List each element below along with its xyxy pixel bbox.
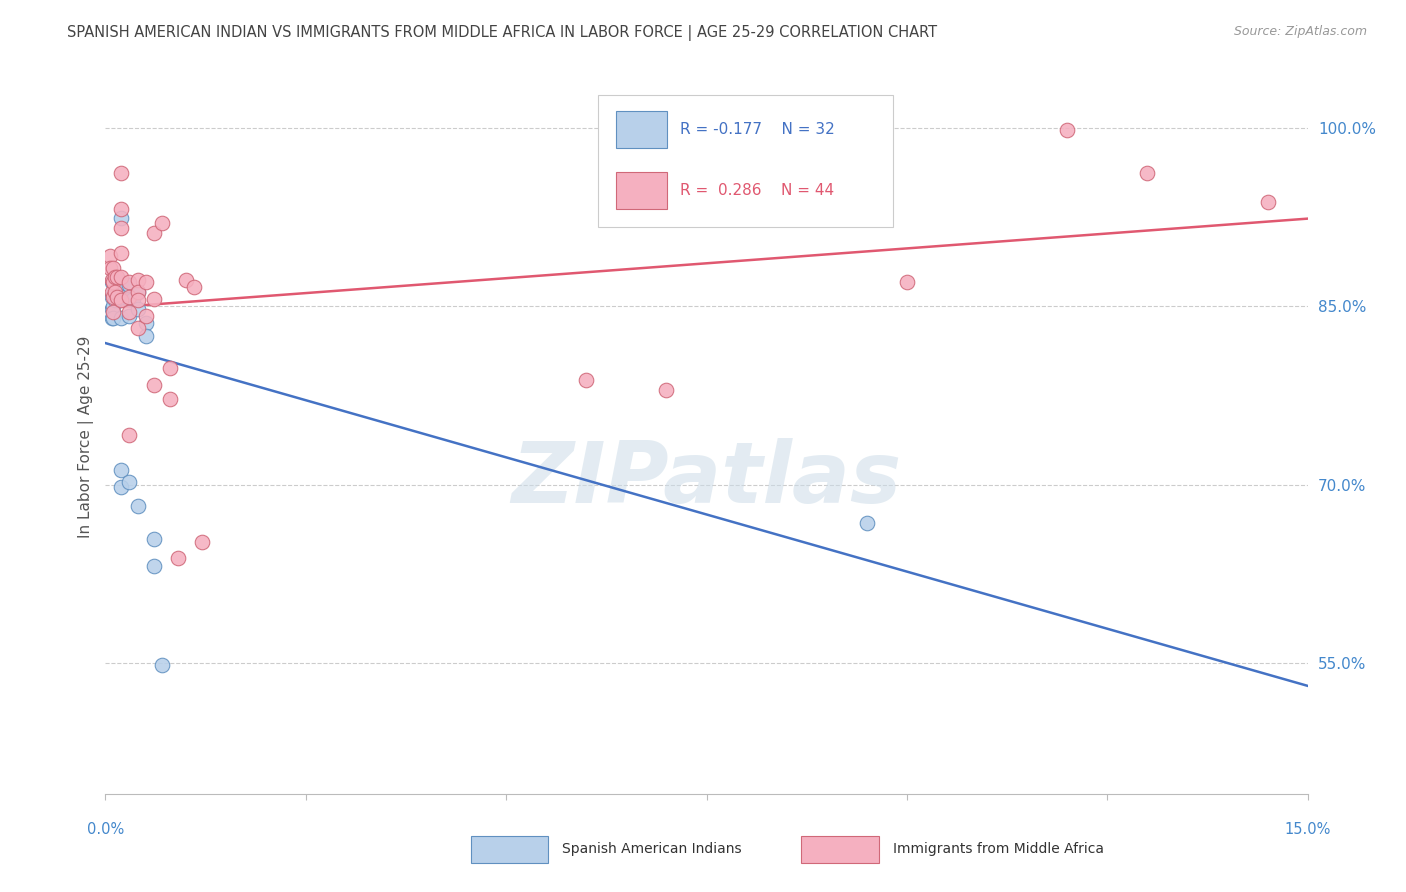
FancyBboxPatch shape [616, 171, 666, 209]
Point [118, 305, 141, 319]
Point [104, 293, 127, 308]
Point [104, 285, 127, 299]
Point [127, 320, 149, 334]
Point [135, 309, 157, 323]
Point [142, 377, 165, 392]
Point [110, 202, 132, 216]
Point [122, 292, 145, 306]
Point [135, 329, 157, 343]
Text: R =  0.286    N = 44: R = 0.286 N = 44 [681, 183, 834, 198]
Point [103, 261, 125, 276]
Text: R = -0.177    N = 32: R = -0.177 N = 32 [681, 122, 835, 137]
Point [101, 311, 124, 326]
Point [118, 475, 141, 490]
Point [118, 427, 141, 442]
Point [1056, 123, 1078, 137]
Point [174, 273, 197, 287]
Point [103, 287, 125, 301]
Point [101, 285, 124, 299]
Point [127, 273, 149, 287]
Point [110, 211, 132, 226]
Point [103, 290, 125, 304]
Text: Source: ZipAtlas.com: Source: ZipAtlas.com [1233, 25, 1367, 38]
Point [142, 226, 165, 240]
Point [101, 301, 124, 316]
Point [127, 285, 149, 299]
Point [135, 276, 157, 290]
Point [110, 220, 132, 235]
Point [103, 276, 125, 290]
Point [127, 285, 149, 299]
Point [110, 166, 132, 180]
Point [107, 290, 129, 304]
Point [110, 293, 132, 308]
Point [655, 383, 678, 397]
Point [150, 216, 173, 230]
Point [118, 309, 141, 323]
Point [166, 551, 188, 566]
Point [98, 261, 121, 276]
Point [127, 301, 149, 316]
Point [127, 499, 149, 513]
Point [183, 280, 205, 294]
Point [101, 276, 124, 290]
Point [855, 516, 877, 530]
Point [118, 290, 141, 304]
Point [103, 273, 125, 287]
Text: Immigrants from Middle Africa: Immigrants from Middle Africa [893, 842, 1104, 856]
Point [118, 277, 141, 292]
Point [110, 311, 132, 326]
Text: 0.0%: 0.0% [87, 822, 124, 837]
Point [107, 269, 129, 284]
Text: ZIPatlas: ZIPatlas [512, 438, 901, 522]
Point [110, 276, 132, 290]
Point [110, 269, 132, 284]
FancyBboxPatch shape [616, 111, 666, 148]
Point [150, 658, 173, 673]
Point [110, 463, 132, 477]
Point [104, 277, 127, 292]
Point [98, 249, 121, 263]
Point [159, 392, 181, 406]
Point [107, 290, 129, 304]
Point [118, 292, 141, 306]
Point [896, 276, 918, 290]
Point [103, 305, 125, 319]
Point [142, 292, 165, 306]
Point [104, 269, 127, 284]
Y-axis label: In Labor Force | Age 25-29: In Labor Force | Age 25-29 [79, 336, 94, 538]
Point [101, 273, 124, 287]
Point [190, 534, 212, 549]
Text: 15.0%: 15.0% [1285, 822, 1330, 837]
Text: Spanish American Indians: Spanish American Indians [562, 842, 742, 856]
Point [110, 290, 132, 304]
Point [135, 316, 157, 330]
Point [1136, 166, 1159, 180]
Point [110, 480, 132, 494]
Point [103, 299, 125, 313]
Point [1257, 194, 1279, 209]
Point [159, 361, 181, 376]
Point [142, 533, 165, 547]
Point [575, 373, 598, 387]
Point [142, 558, 165, 573]
Point [101, 290, 124, 304]
Point [110, 245, 132, 260]
Point [103, 311, 125, 326]
Point [107, 276, 129, 290]
FancyBboxPatch shape [599, 95, 893, 227]
Point [127, 293, 149, 308]
Point [118, 276, 141, 290]
Text: SPANISH AMERICAN INDIAN VS IMMIGRANTS FROM MIDDLE AFRICA IN LABOR FORCE | AGE 25: SPANISH AMERICAN INDIAN VS IMMIGRANTS FR… [67, 25, 938, 41]
